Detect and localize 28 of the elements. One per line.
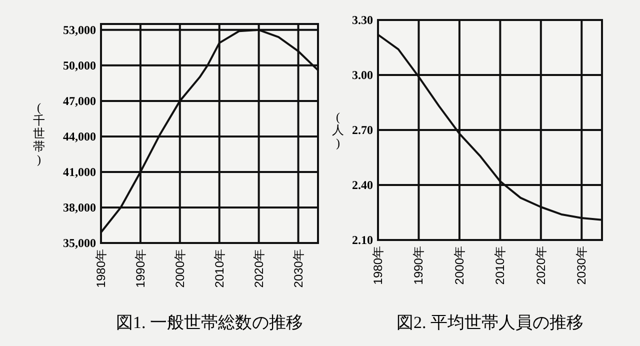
x-tick-label: 2030年 bbox=[574, 246, 589, 285]
y-axis-title: (人) bbox=[332, 110, 344, 150]
y-tick-label: 2.40 bbox=[352, 178, 373, 192]
y-axis-title: (千世帯) bbox=[33, 100, 45, 166]
y-tick-label: 2.70 bbox=[352, 123, 373, 137]
text: 図2. 平均世帯人員の推移 bbox=[396, 313, 584, 332]
x-tick-label: 2010年 bbox=[493, 246, 508, 285]
x-tick-label: 2000年 bbox=[452, 246, 466, 285]
y-tick-label: 44,000 bbox=[63, 129, 96, 144]
x-tick-label: 1980年 bbox=[371, 246, 385, 285]
y-tick-label: 3.00 bbox=[352, 68, 373, 82]
x-tick-label: 2030年 bbox=[291, 249, 306, 288]
x-tick-label: 2020年 bbox=[534, 246, 548, 285]
y-tick-label: 47,000 bbox=[63, 94, 96, 108]
y-tick-label: 50,000 bbox=[63, 58, 96, 72]
y-tick-label: 41,000 bbox=[63, 164, 96, 179]
x-tick-label: 2020年 bbox=[252, 249, 266, 288]
y-tick-label: 2.10 bbox=[352, 233, 373, 247]
x-tick-label: 1990年 bbox=[133, 249, 148, 288]
x-tick-label: 2010年 bbox=[212, 249, 226, 288]
x-tick-label: 1990年 bbox=[412, 246, 426, 285]
x-tick-label: 2000年 bbox=[172, 249, 187, 288]
x-tick-label: 1980年 bbox=[94, 249, 108, 288]
y-tick-label: 3.30 bbox=[352, 13, 373, 27]
y-tick-label: 53,000 bbox=[63, 22, 96, 37]
text: 図1. 一般世帯総数の推移 bbox=[116, 313, 303, 332]
y-tick-label: 35,000 bbox=[63, 236, 96, 250]
y-tick-label: 38,000 bbox=[63, 200, 96, 214]
